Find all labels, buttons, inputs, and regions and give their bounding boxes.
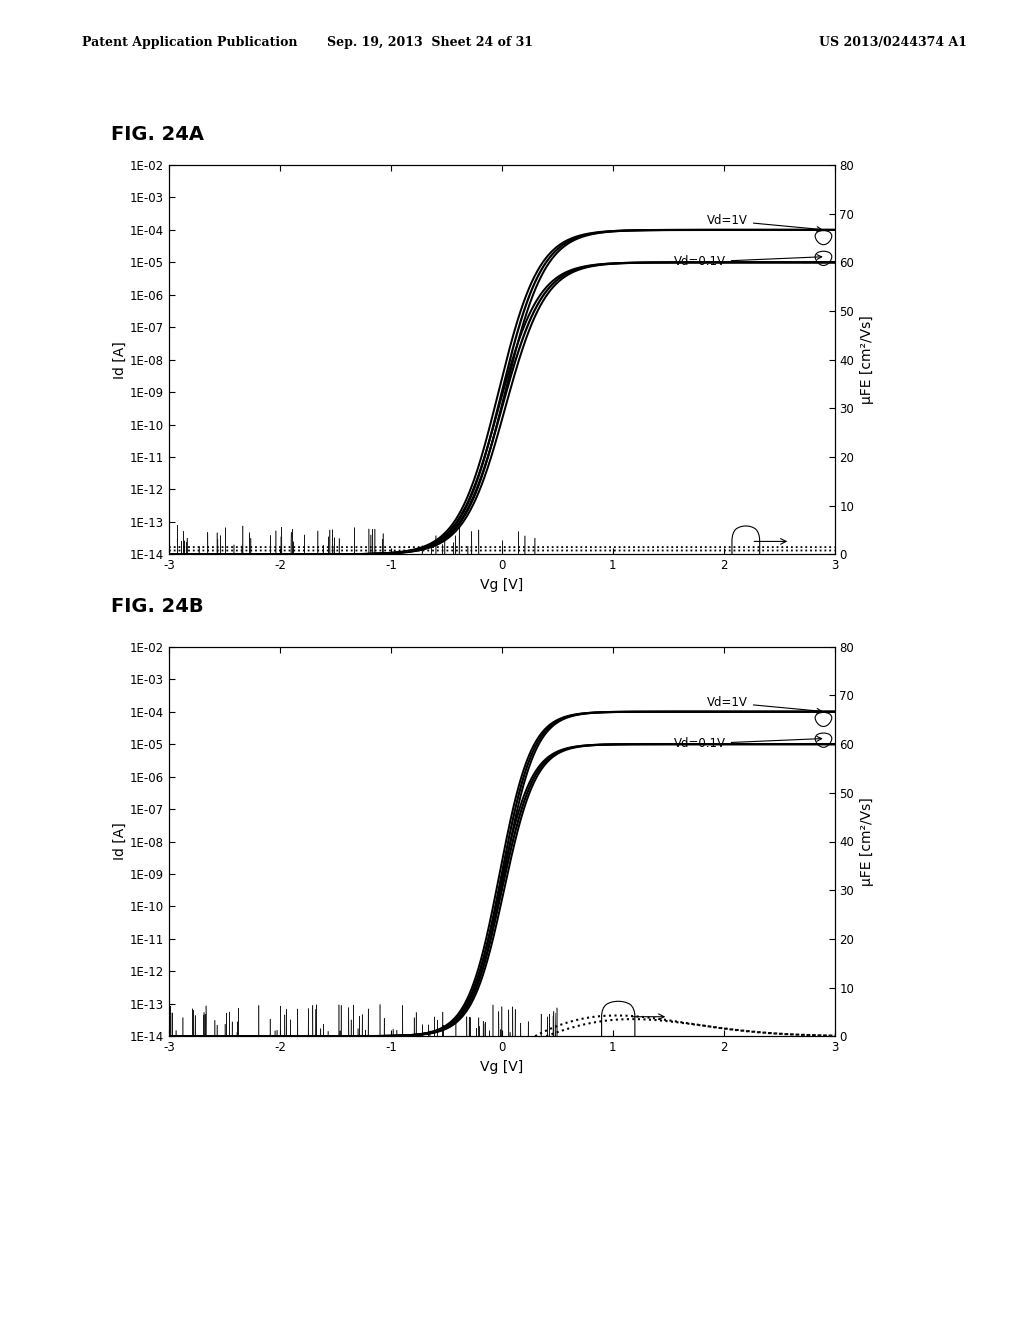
- Text: Vd=0.1V: Vd=0.1V: [674, 255, 821, 268]
- X-axis label: Vg [V]: Vg [V]: [480, 1060, 523, 1073]
- X-axis label: Vg [V]: Vg [V]: [480, 578, 523, 591]
- Text: Vd=0.1V: Vd=0.1V: [674, 737, 821, 750]
- Y-axis label: μFE [cm²/Vs]: μFE [cm²/Vs]: [860, 797, 873, 886]
- Text: Sep. 19, 2013  Sheet 24 of 31: Sep. 19, 2013 Sheet 24 of 31: [327, 36, 534, 49]
- Y-axis label: μFE [cm²/Vs]: μFE [cm²/Vs]: [860, 315, 873, 404]
- Text: Vd=1V: Vd=1V: [707, 696, 821, 713]
- Y-axis label: Id [A]: Id [A]: [113, 341, 127, 379]
- Text: FIG. 24B: FIG. 24B: [111, 597, 203, 615]
- Text: US 2013/0244374 A1: US 2013/0244374 A1: [819, 36, 968, 49]
- Text: FIG. 24A: FIG. 24A: [111, 125, 204, 144]
- Y-axis label: Id [A]: Id [A]: [113, 822, 127, 861]
- Text: Vd=1V: Vd=1V: [707, 214, 821, 231]
- Text: Patent Application Publication: Patent Application Publication: [82, 36, 297, 49]
